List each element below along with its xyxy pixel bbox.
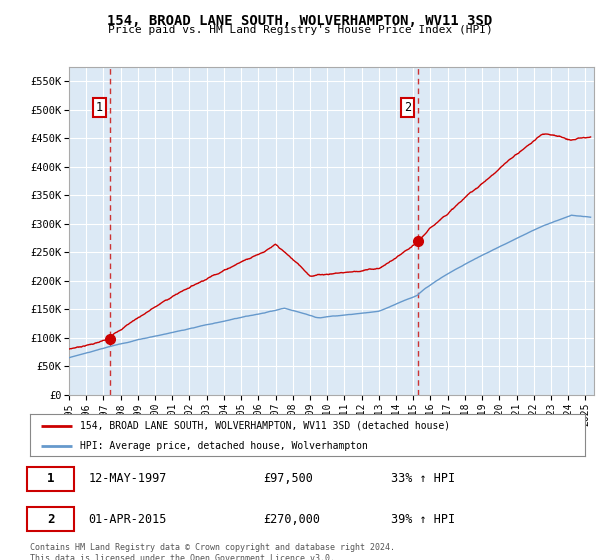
Text: Price paid vs. HM Land Registry's House Price Index (HPI): Price paid vs. HM Land Registry's House … [107,25,493,35]
Text: 1: 1 [96,101,103,114]
Text: £270,000: £270,000 [263,513,320,526]
Text: 154, BROAD LANE SOUTH, WOLVERHAMPTON, WV11 3SD (detached house): 154, BROAD LANE SOUTH, WOLVERHAMPTON, WV… [80,421,450,431]
Text: 33% ↑ HPI: 33% ↑ HPI [391,472,455,485]
Text: 39% ↑ HPI: 39% ↑ HPI [391,513,455,526]
Text: 154, BROAD LANE SOUTH, WOLVERHAMPTON, WV11 3SD: 154, BROAD LANE SOUTH, WOLVERHAMPTON, WV… [107,14,493,28]
Text: 12-MAY-1997: 12-MAY-1997 [88,472,167,485]
Text: 01-APR-2015: 01-APR-2015 [88,513,167,526]
Text: Contains HM Land Registry data © Crown copyright and database right 2024.
This d: Contains HM Land Registry data © Crown c… [30,543,395,560]
Text: 1: 1 [47,472,54,485]
Text: 2: 2 [47,513,54,526]
Text: 2: 2 [404,101,411,114]
Text: HPI: Average price, detached house, Wolverhampton: HPI: Average price, detached house, Wolv… [80,441,368,451]
FancyBboxPatch shape [27,507,74,531]
Text: £97,500: £97,500 [263,472,313,485]
FancyBboxPatch shape [27,466,74,491]
